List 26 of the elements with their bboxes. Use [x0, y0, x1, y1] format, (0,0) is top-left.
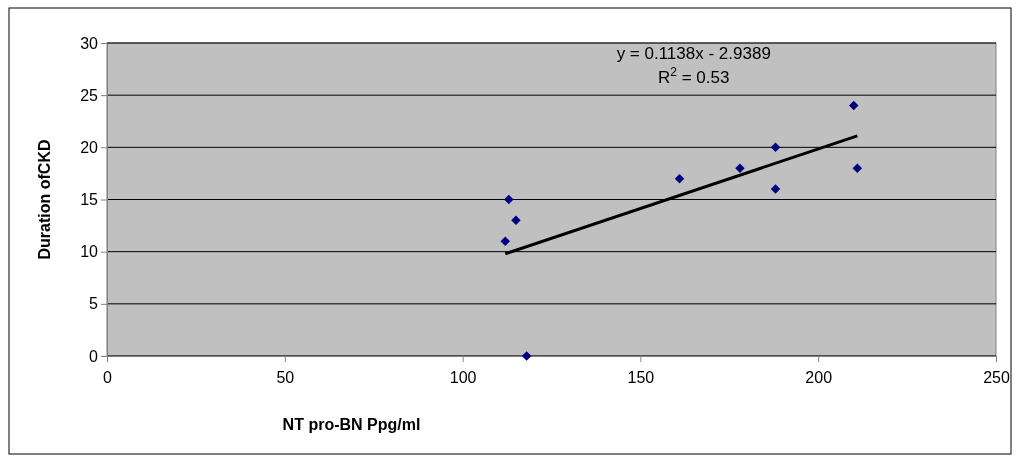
y-tick-label: 20 [80, 138, 99, 156]
y-axis-title: Duration ofCKD [36, 139, 53, 260]
x-tick-label: 250 [983, 368, 1010, 386]
annotation: R$^{2}$ = 0.53 [658, 64, 730, 87]
point [674, 173, 685, 184]
y-tick-label: 25 [80, 86, 99, 104]
x-axis-title: NT pro-BN Ppg/ml [282, 416, 421, 433]
y-tick-label: 5 [89, 295, 99, 313]
x-tick-label: 200 [805, 368, 833, 386]
x-tick-label: 150 [627, 368, 655, 386]
point [500, 236, 511, 246]
y-tick-label: 15 [80, 191, 99, 209]
point [504, 194, 514, 205]
x-tick-label: 0 [103, 368, 113, 386]
y-tick-label: 0 [89, 347, 99, 365]
point [770, 184, 781, 194]
point [770, 142, 781, 153]
x-tick-label: 100 [449, 368, 477, 386]
point [521, 351, 532, 361]
annotation: y = 0.1138x - 2.9389 [616, 43, 771, 63]
x-tick-label: 50 [276, 368, 295, 386]
y-tick-label: 30 [80, 34, 99, 52]
point [511, 215, 521, 226]
point [852, 163, 863, 173]
y-tick-label: 10 [80, 243, 99, 261]
point [849, 100, 859, 111]
